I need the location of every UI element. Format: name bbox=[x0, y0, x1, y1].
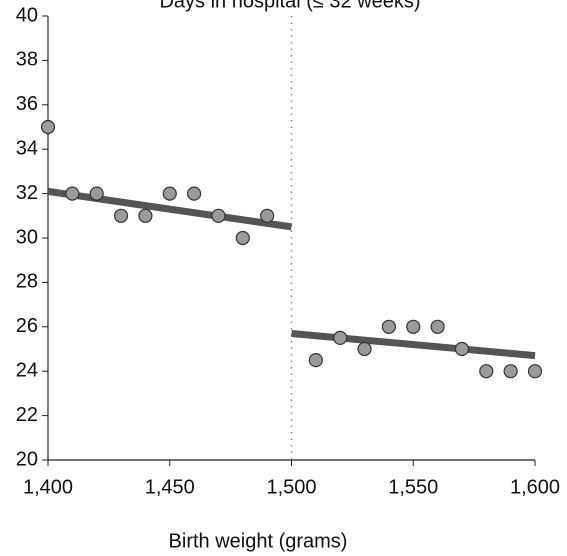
y-tick-label: 36 bbox=[16, 93, 38, 115]
y-tick-label: 22 bbox=[16, 404, 38, 426]
y-tick-label: 32 bbox=[16, 182, 38, 204]
x-tick-label: 1,600 bbox=[510, 476, 560, 498]
point bbox=[65, 186, 80, 201]
x-tick-label: 1,500 bbox=[266, 476, 316, 498]
y-tick-label: 40 bbox=[16, 4, 38, 26]
point bbox=[406, 319, 421, 334]
point bbox=[527, 364, 543, 379]
point bbox=[333, 330, 348, 345]
y-tick-label: 28 bbox=[16, 271, 38, 293]
y-tick-label: 38 bbox=[16, 49, 38, 71]
fit-line bbox=[47, 187, 293, 231]
y-tick-label: 24 bbox=[16, 359, 38, 381]
x-axis-label: Birth weight (grams) bbox=[169, 530, 348, 552]
point bbox=[211, 208, 226, 223]
point bbox=[260, 208, 275, 223]
point bbox=[503, 364, 518, 379]
chart-title: Days in hospital (≤ 32 weeks) bbox=[159, 0, 420, 12]
y-tick-label: 30 bbox=[16, 226, 38, 248]
y-tick-label: 26 bbox=[16, 315, 38, 337]
point bbox=[430, 319, 445, 334]
point bbox=[113, 208, 129, 223]
point bbox=[235, 230, 250, 246]
point bbox=[308, 353, 323, 368]
fit-line bbox=[291, 329, 536, 360]
point bbox=[89, 186, 104, 201]
point bbox=[479, 364, 494, 379]
y-tick-label: 20 bbox=[16, 448, 38, 470]
point bbox=[162, 186, 177, 201]
x-tick-label: 1,400 bbox=[23, 476, 73, 498]
x-tick-label: 1,550 bbox=[388, 476, 438, 498]
x-tick-label: 1,450 bbox=[145, 476, 195, 498]
point bbox=[454, 341, 470, 357]
point bbox=[357, 341, 372, 357]
y-tick-label: 34 bbox=[16, 137, 38, 159]
point bbox=[138, 208, 153, 223]
point bbox=[381, 319, 396, 334]
point bbox=[40, 119, 56, 135]
point bbox=[187, 186, 202, 201]
